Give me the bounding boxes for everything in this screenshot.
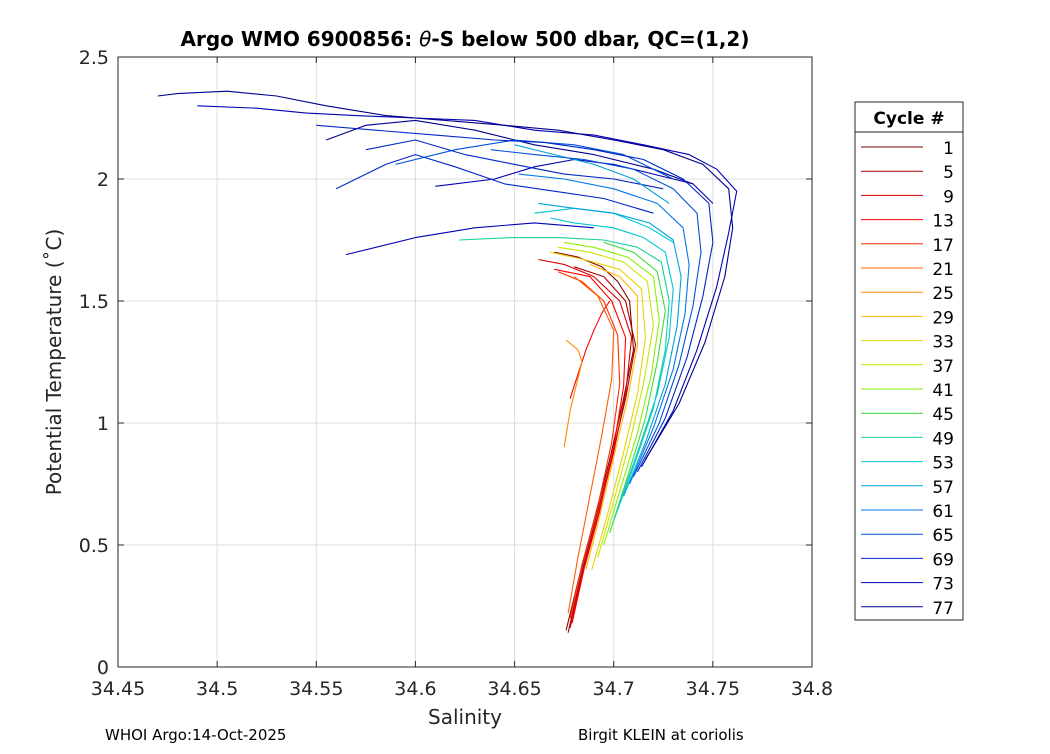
legend-label-cycle-65: 65 — [932, 526, 954, 546]
series-line-cycle-73 — [197, 105, 738, 468]
legend-label-cycle-53: 53 — [932, 454, 954, 474]
series-line-cycle-17 — [557, 271, 621, 619]
x-tick-label: 34.6 — [394, 678, 436, 700]
series-line-cycle-77 — [157, 90, 734, 460]
legend-label-cycle-17: 17 — [932, 236, 954, 256]
series-line-cycle-21 — [567, 276, 615, 614]
legend-label-cycle-1: 1 — [943, 139, 954, 159]
profile-line — [345, 222, 594, 256]
x-tick-label: 34.7 — [593, 678, 635, 700]
profile-line — [335, 154, 654, 214]
series-line-cycle-57 — [538, 202, 682, 497]
axes-box — [117, 56, 813, 668]
legend-label-cycle-73: 73 — [932, 575, 954, 595]
x-tick-label: 34.55 — [289, 678, 343, 700]
y-tick-label: 1.5 — [79, 291, 109, 313]
profile-line — [569, 300, 611, 399]
profile-line — [365, 139, 664, 190]
legend-label-cycle-29: 29 — [932, 308, 954, 328]
series-line-cycle-69 — [316, 124, 714, 473]
y-axis-label: Potential Temperature (˚C) — [42, 229, 66, 496]
legend-label-cycle-77: 77 — [932, 599, 954, 619]
series-line-cycle-33 — [550, 251, 646, 570]
x-tick-label: 34.45 — [91, 678, 145, 700]
legend-label-cycle-25: 25 — [932, 284, 954, 304]
series-line-cycle-25 — [563, 339, 583, 448]
series-line-cycle-53 — [550, 217, 674, 509]
legend-label-cycle-21: 21 — [932, 260, 954, 280]
legend-label-cycle-49: 49 — [932, 429, 954, 449]
series-line-cycle-9 — [538, 258, 633, 629]
series-line-cycle-13 — [554, 268, 627, 624]
y-tick-label: 2.5 — [79, 47, 109, 69]
profile-line — [514, 144, 670, 204]
legend-label-cycle-37: 37 — [932, 357, 954, 377]
series-line-cycle-41 — [564, 241, 660, 546]
y-tick-label: 2 — [97, 169, 109, 191]
legend-title: Cycle # — [873, 109, 944, 129]
x-tick-label: 34.75 — [686, 678, 740, 700]
series-line-cycle-29 — [585, 263, 639, 570]
legend-label-cycle-45: 45 — [932, 405, 954, 425]
chart-title: Argo WMO 6900856: θ-S below 500 dbar, QC… — [181, 27, 750, 51]
legend-label-cycle-41: 41 — [932, 381, 954, 401]
x-tick-label: 34.5 — [196, 678, 238, 700]
series-line-cycle-45 — [603, 241, 666, 533]
x-tick-label: 34.8 — [791, 678, 833, 700]
series-line-cycle-65 — [490, 149, 702, 477]
legend-label-cycle-13: 13 — [932, 212, 954, 232]
y-tick-label: 0 — [97, 657, 109, 679]
profile-line — [326, 119, 694, 185]
y-tick-label: 1 — [97, 413, 109, 435]
x-tick-label: 34.65 — [487, 678, 541, 700]
legend-label-cycle-5: 5 — [943, 163, 954, 183]
x-axis-label: Salinity — [428, 705, 502, 729]
legend-box — [854, 101, 964, 621]
legend-label-cycle-61: 61 — [932, 502, 954, 522]
series-line-cycle-61 — [518, 173, 690, 485]
series-line-cycle-37 — [558, 246, 654, 558]
series-line-cycle-5 — [567, 266, 637, 633]
footer-right: Birgit KLEIN at coriolis — [578, 726, 744, 744]
legend-label-cycle-69: 69 — [932, 550, 954, 570]
footer-left: WHOI Argo:14-Oct-2025 — [105, 726, 287, 744]
legend-label-cycle-9: 9 — [943, 187, 954, 207]
y-tick-label: 0.5 — [79, 535, 109, 557]
legend-label-cycle-57: 57 — [932, 478, 954, 498]
series-line-cycle-49 — [459, 237, 670, 521]
legend-label-cycle-33: 33 — [932, 333, 954, 353]
